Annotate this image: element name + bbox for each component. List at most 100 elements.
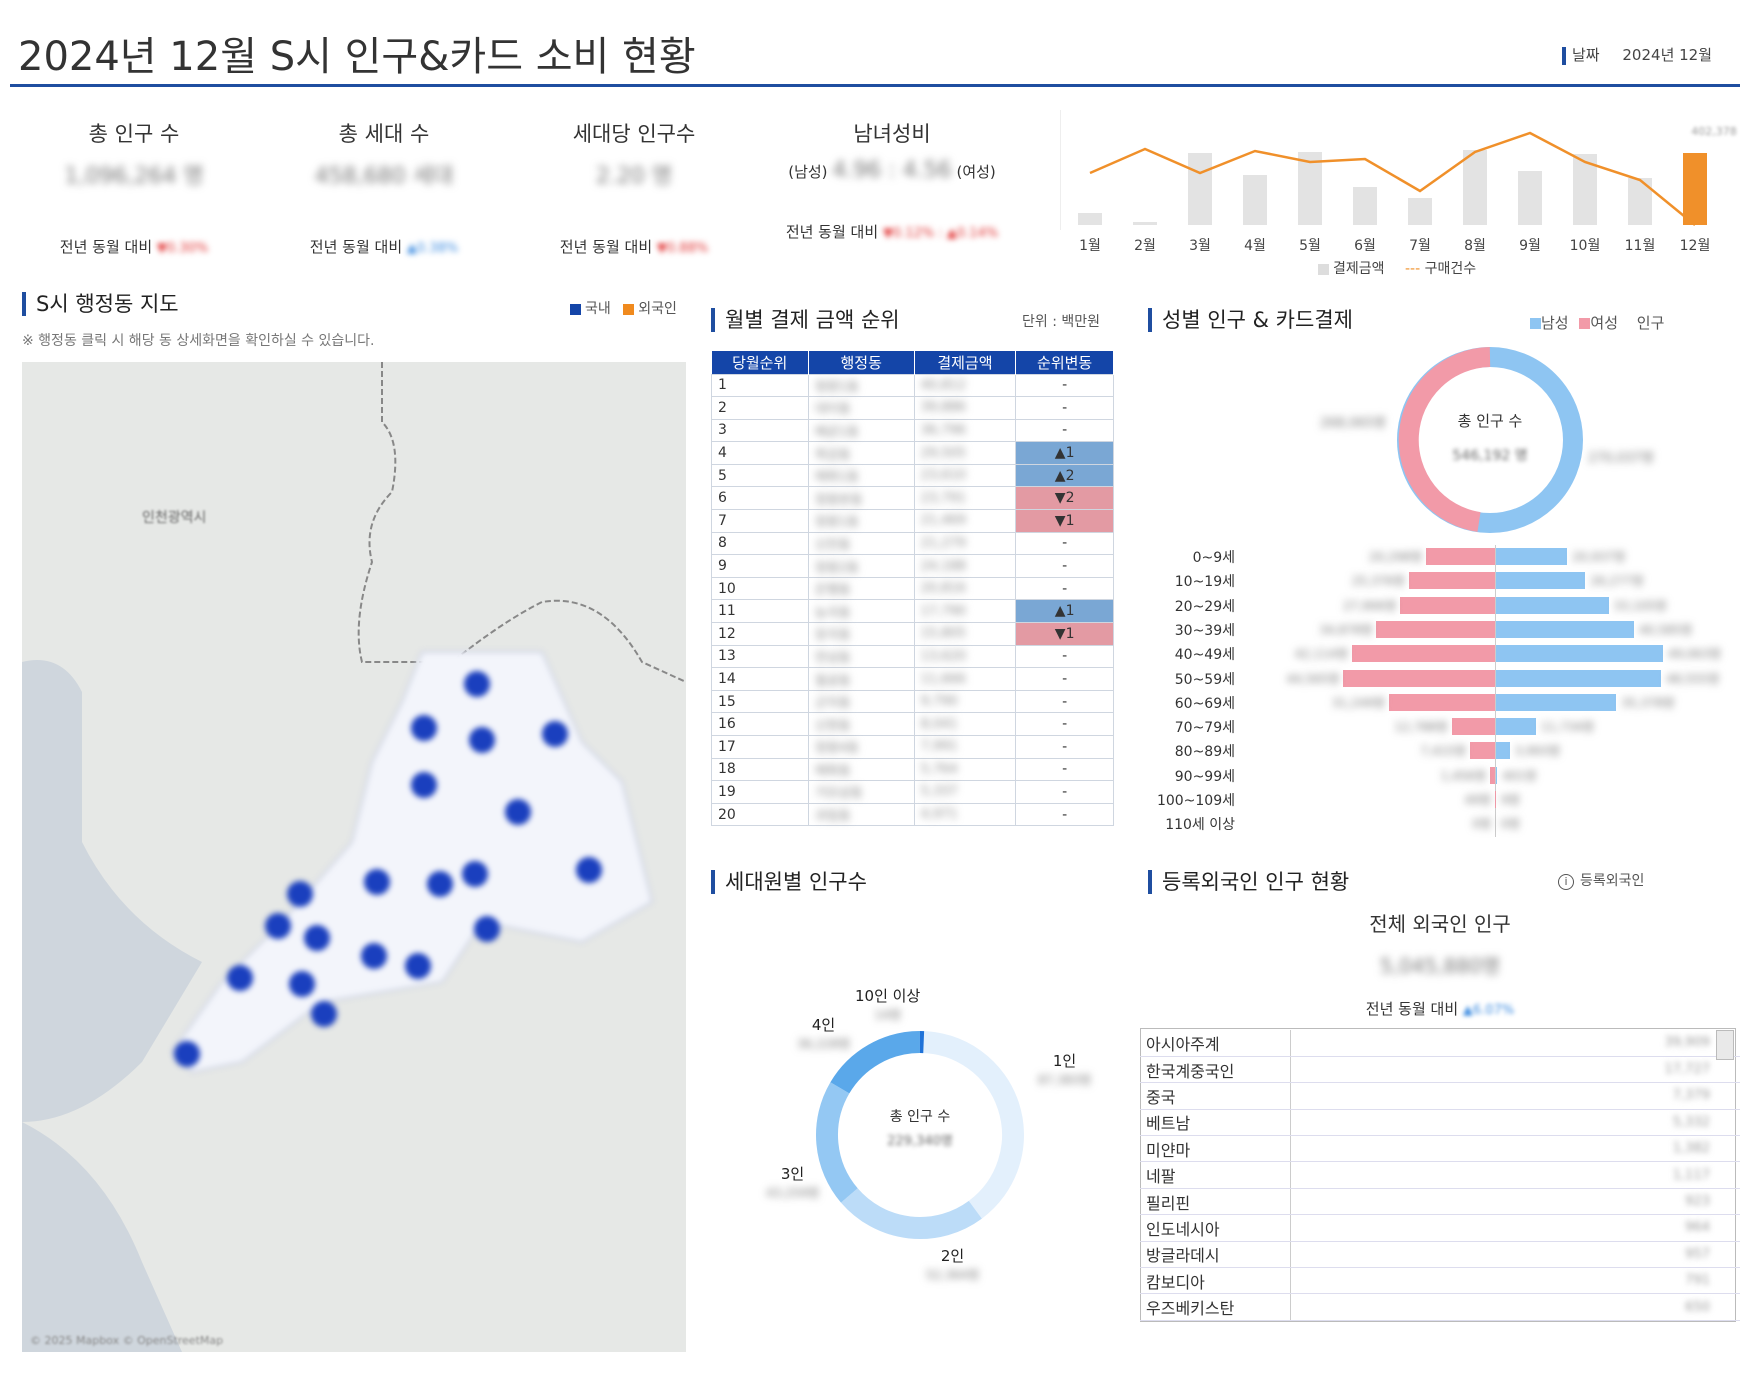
male-bar[interactable] — [1496, 620, 1634, 638]
rank-row[interactable]: 3 배곧1동 36,796- — [711, 418, 1114, 443]
rank-row[interactable]: 9 정왕2동 24,188- — [711, 554, 1114, 578]
amount-cell: 4,971 — [913, 802, 1017, 827]
rank-row[interactable]: 2 대이동 39,886- — [711, 396, 1114, 420]
change-cell: - — [1015, 667, 1114, 691]
amount-bar[interactable] — [1463, 150, 1487, 225]
foreign-row[interactable]: 베트남 5,332 — [1140, 1109, 1740, 1137]
rank-row[interactable]: 8 신천동 21,279- — [711, 531, 1114, 556]
month-tick-label: 9월 — [1519, 238, 1541, 254]
male-value-label: 33,105명 — [1613, 598, 1667, 613]
female-bar[interactable] — [1469, 742, 1495, 760]
age-pyramid[interactable]: 0~9세 20,298명 20,937명 10~19세 25,376명 26,277명 20… — [1140, 545, 1740, 837]
foreign-row[interactable]: 우즈베키스탄 650 — [1140, 1293, 1740, 1321]
info-icon[interactable]: i — [1558, 874, 1574, 890]
rank-row[interactable]: 6 정왕본동 23,791 ▼2 — [711, 486, 1114, 511]
legend-line-icon: --- — [1404, 261, 1421, 277]
rank-row[interactable]: 16 신현동 8,041- — [711, 712, 1114, 736]
map-canvas[interactable]: 인천광역시 © 2025 Mapbox © OpenStreetMap — [22, 362, 686, 1352]
amount-cell: 17,790 — [913, 599, 1017, 624]
male-bar[interactable] — [1496, 766, 1498, 784]
household-donut[interactable]: 총 인구 수 229,340명 — [790, 1005, 1050, 1265]
female-bar[interactable] — [1451, 718, 1495, 736]
change-cell: - — [1015, 802, 1114, 827]
male-bar[interactable] — [1496, 596, 1609, 614]
amount-bar[interactable] — [1243, 175, 1267, 225]
donut-center-label: 총 인구 수 — [1458, 412, 1523, 430]
female-bar[interactable] — [1343, 669, 1495, 687]
rank-row[interactable]: 4 목감동 29,505 ▲1 — [711, 441, 1114, 465]
male-bar[interactable] — [1496, 742, 1510, 760]
female-bar[interactable] — [1425, 548, 1495, 565]
male-bar[interactable] — [1496, 572, 1586, 590]
rank-row[interactable]: 19 거모삼동 5,337- — [711, 780, 1114, 804]
foreign-row[interactable]: 캄보디아 791 — [1140, 1267, 1740, 1295]
country-value: 964 — [1290, 1214, 1740, 1242]
household-arc[interactable] — [830, 1031, 921, 1094]
city-area — [170, 651, 654, 1074]
gender-donut[interactable]: 총 인구 수 546,192 명 — [1390, 340, 1590, 540]
rank-row[interactable]: 1 청량1동 40,812- — [711, 373, 1114, 398]
amount-bar[interactable] — [1518, 171, 1542, 225]
household-arc[interactable] — [919, 1031, 1024, 1219]
amount-bar[interactable] — [1408, 198, 1432, 225]
rank-row[interactable]: 10 은행동 20,816- — [711, 576, 1114, 601]
male-bar[interactable] — [1496, 669, 1662, 687]
foreign-row[interactable]: 필리핀 923 — [1140, 1188, 1740, 1216]
household-arc[interactable] — [840, 1188, 982, 1239]
female-bar[interactable] — [1351, 645, 1495, 663]
country-name: 한국계중국인 — [1140, 1056, 1291, 1084]
foreign-row[interactable]: 한국계중국인 17,727 — [1140, 1056, 1740, 1084]
map-section-title: S시 행정동 지도 — [22, 292, 179, 316]
month-tick-label: 1월 — [1079, 238, 1101, 254]
foreign-row[interactable]: 중국 7,379 — [1140, 1082, 1740, 1110]
col-header-dong[interactable]: 행정동 — [808, 351, 915, 374]
amount-bar[interactable] — [1133, 222, 1157, 225]
monthly-combo-chart[interactable]: 1월 2월 3월 4월 5월 6월 7월 8월 9월 10월 11월 12월 402,378 — [1060, 110, 1740, 285]
male-bar[interactable] — [1496, 548, 1568, 565]
col-header-amount[interactable]: 결제금액 — [914, 351, 1017, 374]
female-bar[interactable] — [1408, 572, 1495, 590]
household-arc[interactable] — [816, 1082, 858, 1203]
female-bar[interactable] — [1376, 620, 1495, 638]
kpi-value: 4.96 : 4.56 — [832, 158, 952, 183]
foreign-row[interactable]: 미얀마 1,382 — [1140, 1135, 1740, 1163]
male-bar[interactable] — [1496, 693, 1617, 711]
foreign-row[interactable]: 방글라데시 957 — [1140, 1241, 1740, 1269]
amount-bar[interactable] — [1298, 152, 1322, 225]
date-filter[interactable]: 날짜 2024년 12월 — [1562, 44, 1712, 65]
rank-row[interactable]: 7 정왕1동 21,469 ▼1 — [711, 509, 1114, 533]
rank-row[interactable]: 5 매화1동 23,610 ▲2 — [711, 463, 1114, 488]
female-bar[interactable] — [1490, 766, 1495, 784]
female-bar[interactable] — [1388, 693, 1495, 711]
change-cell: - — [1015, 396, 1114, 420]
rank-row[interactable]: 12 장곡동 15,805 ▼1 — [711, 622, 1114, 646]
rank-row[interactable]: 13 연성동 13,620- — [711, 644, 1114, 669]
amount-bar[interactable] — [1628, 178, 1652, 225]
population-toggle[interactable]: 인구 — [1636, 314, 1665, 332]
amount-bar[interactable] — [1188, 153, 1212, 225]
amount-bar[interactable] — [1078, 213, 1102, 225]
male-bar[interactable] — [1496, 645, 1663, 663]
foreign-info[interactable]: i 등록외국인 — [1558, 870, 1644, 890]
foreign-row[interactable]: 인도네시아 964 — [1140, 1214, 1740, 1242]
rank-row[interactable]: 11 능곡동 17,790 ▲1 — [711, 599, 1114, 624]
rank-row[interactable]: 18 매화동 5,764- — [711, 757, 1114, 782]
dong-cell: 신천동 — [807, 531, 915, 556]
foreign-row[interactable]: 네팔 1,117 — [1140, 1161, 1740, 1189]
rank-row[interactable]: 17 정왕4동 7,991- — [711, 735, 1114, 759]
male-bar[interactable] — [1496, 718, 1536, 736]
male-value-label: 0명 — [1501, 817, 1520, 832]
col-header-change[interactable]: 순위변동 — [1015, 351, 1114, 374]
female-bar[interactable] — [1400, 596, 1495, 614]
district-map[interactable]: 인천광역시 © 2025 Mapbox © OpenStreetMap — [22, 362, 686, 1352]
rank-row[interactable]: 15 군자동 9,790- — [711, 689, 1114, 714]
rank-row[interactable]: 14 월곶동 11,666- — [711, 667, 1114, 691]
amount-bar[interactable] — [1683, 153, 1707, 225]
female-value-label: 20,298명 — [1368, 550, 1422, 564]
foreign-table-scrollbar[interactable] — [1716, 1030, 1734, 1060]
rank-row[interactable]: 20 과림동 4,971- — [711, 802, 1114, 827]
col-header-rank[interactable]: 당월순위 — [711, 351, 809, 374]
amount-bar[interactable] — [1353, 187, 1377, 225]
change-cell: - — [1015, 644, 1114, 669]
foreign-row[interactable]: 아시아주계 39,909 — [1140, 1030, 1740, 1057]
